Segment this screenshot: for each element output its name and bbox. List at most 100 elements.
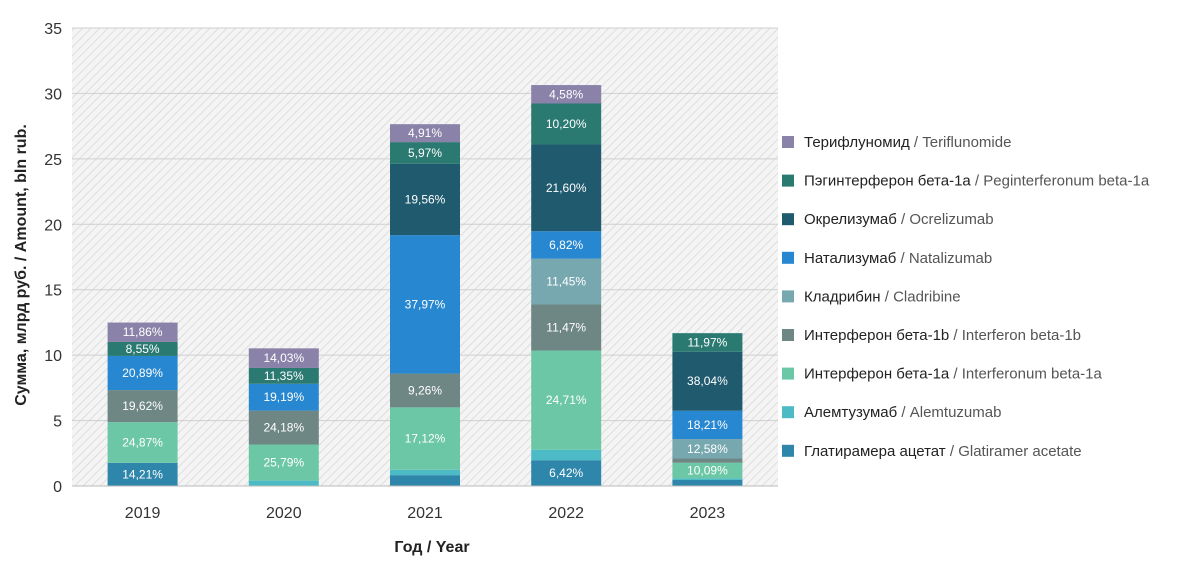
x-axis-ticks: 2019 2020 2021 2022 2023 [125,505,725,522]
data-label: 24,87% [122,435,163,449]
y-tick-label: 20 [44,217,62,234]
bar-segment [531,103,602,145]
x-tick-label: 2019 [125,505,161,522]
data-label: 19,56% [405,192,446,206]
data-label: 12,58% [687,442,728,456]
bar-segment [672,479,743,486]
legend-swatch [782,406,794,419]
data-label: 11,47% [546,321,586,335]
data-label: 24,18% [263,421,304,435]
data-label: 21,60% [546,181,587,195]
legend-label: Интерферон бета-1b / Interferon beta-1b [804,327,1081,344]
bar-segment [107,355,178,391]
data-label: 11,35% [264,369,304,383]
legend-label: Кладрибин / Cladribine [804,288,961,305]
bar-segment [531,304,602,351]
bar-segment [107,322,178,342]
bar-segment [531,231,602,259]
bar-segment [531,85,602,104]
data-label: 14,03% [263,351,304,365]
data-label: 20,89% [122,366,163,380]
data-label: 5,97% [408,146,442,160]
data-label: 11,97% [687,335,727,349]
bar-segment [672,351,743,411]
y-axis-ticks: 0 5 10 15 20 25 30 35 [44,21,62,496]
bar-segment [390,124,460,143]
data-label: 6,82% [549,238,583,252]
bar-segment [531,258,602,305]
bar-segment [531,449,602,461]
legend-swatch [782,136,794,148]
bar-segment [248,367,319,384]
data-label: 9,26% [408,383,442,397]
legend-label: Окрелизумаб / Ocrelizumab [804,211,994,228]
data-label: 4,58% [549,87,583,101]
data-label: 19,62% [122,399,163,413]
data-label: 19,19% [263,390,304,404]
bar-segment [672,439,743,459]
legend-label: Интерферон бета-1a / Interferonum beta-1… [804,366,1103,383]
data-label: 8,55% [126,342,160,356]
data-label: 14,21% [122,467,163,481]
bar-segment [248,410,319,445]
data-label: 38,04% [687,374,728,388]
legend-label: Алемтузумаб / Alemtuzumab [804,404,1001,421]
bar-segment [248,383,319,411]
bar-segment [107,390,178,423]
x-tick-label: 2021 [407,505,443,522]
bar-segment [107,341,178,356]
y-tick-label: 5 [53,414,62,431]
legend-swatch [782,290,794,303]
x-axis-title: Год / Year [394,539,469,556]
legend-label: Натализумаб / Natalizumab [804,250,992,267]
bar-segment [107,462,178,486]
legend-swatch [782,251,794,264]
data-label: 10,09% [687,464,728,478]
x-tick-label: 2023 [690,505,726,522]
legend-label: Терифлуномид / Teriflunomide [804,134,1011,151]
bar-segment [672,458,743,463]
bar-segment [390,407,460,470]
data-label: 37,97% [405,297,446,311]
bar-segment [672,410,743,440]
y-tick-label: 30 [44,86,62,103]
y-tick-label: 10 [44,348,62,365]
bar-segment [390,142,460,164]
legend: Терифлуномид / Teriflunomide Пэгинтерферо… [782,134,1150,460]
bar-segment [248,480,319,486]
bar-segment [531,144,602,232]
bar-segment [390,163,460,236]
legend-swatch [782,213,794,226]
y-tick-label: 35 [44,21,62,38]
data-label: 6,42% [549,466,583,480]
data-label: 25,79% [263,456,304,470]
legend-swatch [782,444,794,457]
data-label: 24,71% [546,393,587,407]
legend-swatch [782,367,794,380]
y-tick-label: 0 [53,479,62,496]
data-label: 18,21% [687,418,728,432]
data-label: 4,91% [408,126,442,140]
bar-segment [531,350,602,450]
bar-segment [531,460,602,486]
y-tick-label: 25 [44,152,62,169]
bar-segment [672,462,743,479]
bar-segment [390,373,460,408]
legend-label: Глатирамера ацетат / Glatiramer acetate [804,443,1082,460]
legend-swatch [782,174,794,187]
bar-segment [672,333,743,352]
bar-segment [672,478,743,480]
bar-segment [107,422,178,463]
bar-segment [390,235,460,374]
data-label: 17,12% [405,432,446,446]
y-tick-label: 15 [44,283,62,300]
bar-segment [248,444,319,481]
legend-label: Пэгинтерферон бета-1a / Peginterferonum … [804,173,1150,190]
data-label: 11,45% [546,275,586,289]
bar-segment [248,348,319,368]
y-axis-title: Сумма, млрд руб. / Amount, bln rub. [13,124,30,406]
data-label: 10,20% [546,117,587,131]
legend-swatch [782,329,794,341]
x-tick-label: 2022 [548,505,584,522]
